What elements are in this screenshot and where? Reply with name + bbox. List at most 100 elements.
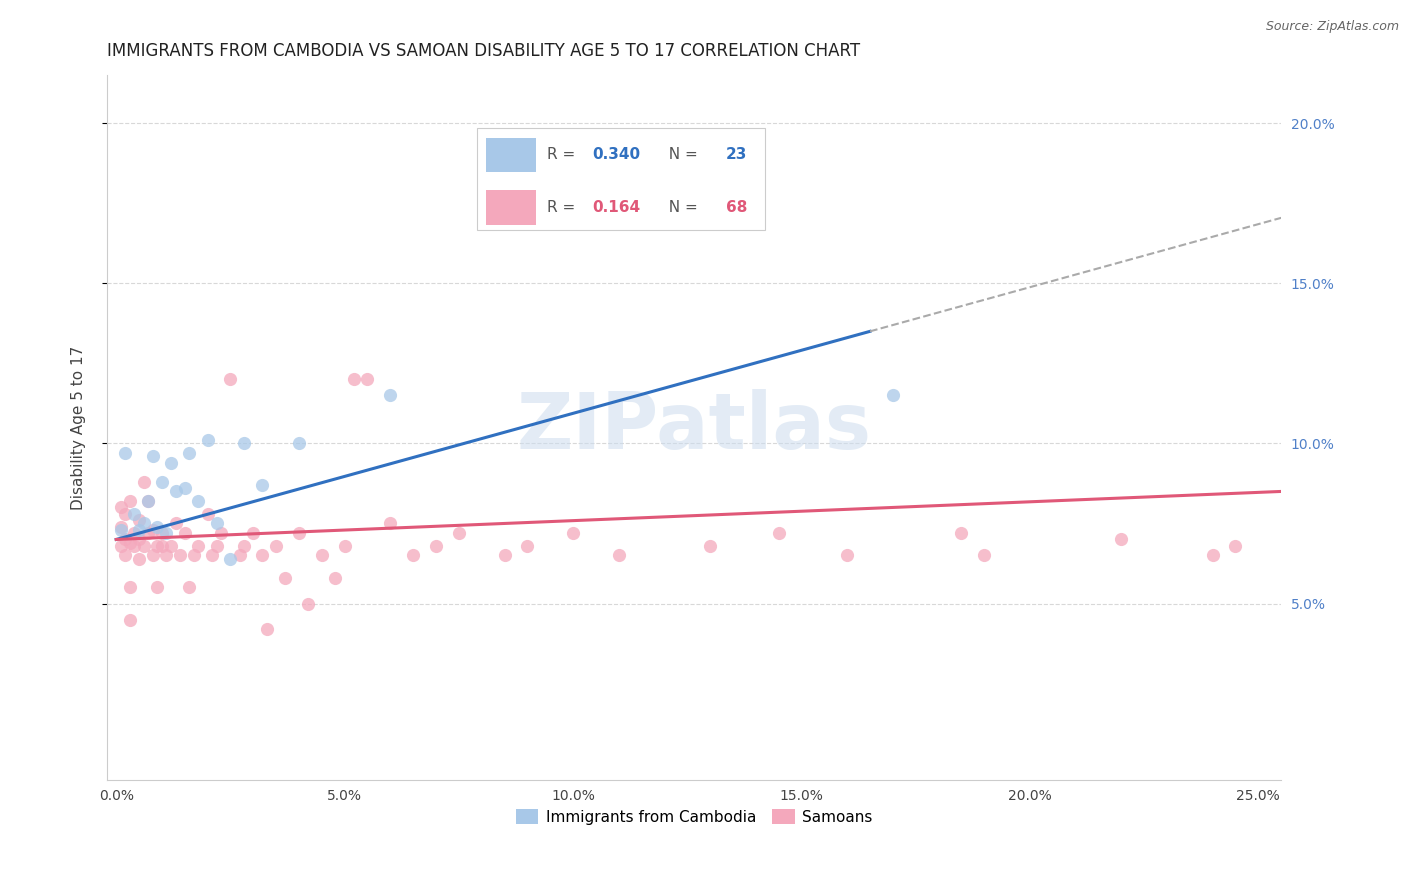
Point xyxy=(950,526,973,541)
Point xyxy=(142,523,165,537)
Point xyxy=(124,526,146,541)
Point xyxy=(205,539,228,553)
Point xyxy=(233,539,256,553)
Point xyxy=(288,436,311,450)
Legend: Immigrants from Cambodia, Samoans: Immigrants from Cambodia, Samoans xyxy=(516,809,873,825)
Text: R =: R = xyxy=(547,147,581,162)
Point xyxy=(179,581,201,595)
Point xyxy=(160,539,183,553)
Point xyxy=(155,526,177,541)
Point xyxy=(380,388,402,402)
Text: 0.164: 0.164 xyxy=(592,200,640,215)
Point xyxy=(136,494,159,508)
Point xyxy=(114,549,136,563)
Point xyxy=(264,539,287,553)
Point xyxy=(197,434,219,448)
Point xyxy=(150,475,173,489)
Point xyxy=(173,526,195,541)
Point xyxy=(118,535,141,549)
Point xyxy=(233,436,256,450)
Point xyxy=(197,507,219,521)
Point xyxy=(142,449,165,463)
Point xyxy=(114,507,136,521)
FancyBboxPatch shape xyxy=(486,137,536,172)
Text: ZIPatlas: ZIPatlas xyxy=(516,390,872,466)
Point xyxy=(516,539,538,553)
Point xyxy=(183,549,205,563)
Point xyxy=(356,372,378,386)
Point xyxy=(173,481,195,495)
Point xyxy=(118,581,141,595)
Point xyxy=(380,516,402,531)
Point xyxy=(494,549,516,563)
Point xyxy=(160,456,183,470)
Point xyxy=(973,549,995,563)
Point xyxy=(179,446,201,460)
Point xyxy=(165,484,187,499)
Point xyxy=(136,526,159,541)
Point xyxy=(124,539,146,553)
Point xyxy=(311,549,333,563)
Point xyxy=(837,549,859,563)
Point xyxy=(402,549,425,563)
Text: Source: ZipAtlas.com: Source: ZipAtlas.com xyxy=(1265,20,1399,33)
Point xyxy=(297,597,319,611)
Point xyxy=(128,523,150,537)
Point xyxy=(187,494,209,508)
Point xyxy=(136,494,159,508)
Point xyxy=(882,388,904,402)
Text: IMMIGRANTS FROM CAMBODIA VS SAMOAN DISABILITY AGE 5 TO 17 CORRELATION CHART: IMMIGRANTS FROM CAMBODIA VS SAMOAN DISAB… xyxy=(107,42,860,60)
Point xyxy=(447,526,470,541)
Point xyxy=(333,539,356,553)
Point xyxy=(165,516,187,531)
Point xyxy=(201,549,224,563)
Point xyxy=(146,539,169,553)
Point xyxy=(142,549,165,563)
Point xyxy=(110,519,132,533)
Text: N =: N = xyxy=(659,147,703,162)
Point xyxy=(205,516,228,531)
Text: R =: R = xyxy=(547,200,585,215)
Point xyxy=(1201,549,1223,563)
Point xyxy=(114,533,136,547)
Point xyxy=(132,475,155,489)
Point xyxy=(242,526,264,541)
Point xyxy=(187,539,209,553)
Point xyxy=(146,519,169,533)
Point xyxy=(252,478,274,492)
Point xyxy=(768,526,790,541)
FancyBboxPatch shape xyxy=(486,190,536,225)
Point xyxy=(699,539,721,553)
Point xyxy=(132,516,155,531)
Point xyxy=(425,539,447,553)
Point xyxy=(209,526,232,541)
Point xyxy=(562,526,585,541)
Point xyxy=(128,533,150,547)
Point xyxy=(128,513,150,527)
Text: 23: 23 xyxy=(725,147,747,162)
Point xyxy=(219,551,242,566)
Point xyxy=(1109,533,1132,547)
Point xyxy=(219,372,242,386)
Point xyxy=(256,622,278,636)
FancyBboxPatch shape xyxy=(477,128,765,230)
Point xyxy=(155,549,177,563)
Point xyxy=(288,526,311,541)
Point xyxy=(128,551,150,566)
Point xyxy=(110,500,132,515)
Y-axis label: Disability Age 5 to 17: Disability Age 5 to 17 xyxy=(72,345,86,509)
Point xyxy=(110,523,132,537)
Point xyxy=(146,581,169,595)
Point xyxy=(114,446,136,460)
Point xyxy=(169,549,191,563)
Point xyxy=(325,571,347,585)
Point xyxy=(110,539,132,553)
Point xyxy=(150,526,173,541)
Point xyxy=(274,571,297,585)
Point xyxy=(124,507,146,521)
Point xyxy=(607,549,630,563)
Point xyxy=(118,494,141,508)
Point xyxy=(132,539,155,553)
Point xyxy=(1225,539,1247,553)
Text: 0.340: 0.340 xyxy=(592,147,640,162)
